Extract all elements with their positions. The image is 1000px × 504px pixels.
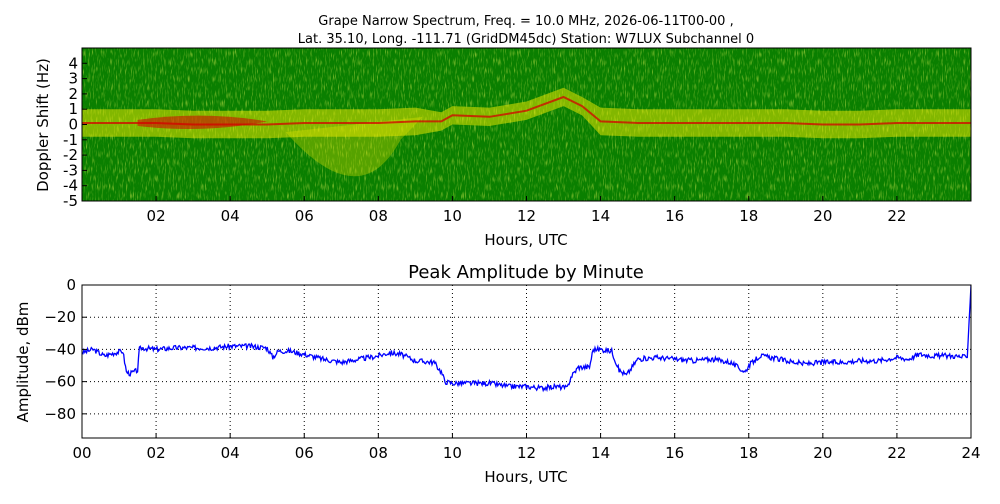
spectrogram-x-ticks: 02 04 06 08 10 12 14 16 18 20 22 <box>147 196 906 225</box>
spectrogram-x-tick-label: 16 <box>665 207 684 225</box>
spectrogram-x-tick-label: 02 <box>147 207 166 225</box>
spectrogram-x-tick-label: 10 <box>443 207 462 225</box>
amplitude-x-axis-label: Hours, UTC <box>484 468 567 486</box>
amplitude-y-tick-label: −60 <box>44 373 76 391</box>
spectrogram-x-tick-label: 22 <box>887 207 906 225</box>
amplitude-y-tick-label: −80 <box>44 405 76 423</box>
spectrogram-y-tick-label: 0 <box>68 116 78 134</box>
amplitude-chart-title: Peak Amplitude by Minute <box>408 262 644 283</box>
amplitude-y-tick-label: −20 <box>44 308 76 326</box>
spectrogram-x-axis-label: Hours, UTC <box>484 231 567 249</box>
amplitude-x-tick-label: 16 <box>665 444 684 462</box>
amplitude-x-tick-label: 04 <box>221 444 240 462</box>
spectrogram-x-tick-label: 08 <box>369 207 388 225</box>
amplitude-plot-area <box>82 285 971 393</box>
amplitude-x-tick-label: 18 <box>739 444 758 462</box>
spectrogram-y-tick-label: -3 <box>63 161 78 179</box>
amplitude-x-tick-label: 02 <box>147 444 166 462</box>
spectrogram-y-axis-label: Doppler Shift (Hz) <box>34 58 52 192</box>
signal-peak-region <box>137 115 268 129</box>
amplitude-x-tick-label: 10 <box>443 444 462 462</box>
spectrogram-x-tick-label: 04 <box>221 207 240 225</box>
amplitude-x-tick-label: 20 <box>813 444 832 462</box>
signal-spread-lobe <box>285 116 423 177</box>
spectrogram-plot-area <box>82 48 971 201</box>
spectrogram-y-tick-label: -4 <box>63 177 78 195</box>
signal-band <box>82 87 971 139</box>
figure-title-line2: Lat. 35.10, Long. -111.71 (GridDM45dc) S… <box>298 32 754 47</box>
amplitude-x-tick-label: 24 <box>961 444 980 462</box>
spectrogram-y-tick-label: -5 <box>63 192 78 210</box>
spectrogram-x-tick-label: 18 <box>739 207 758 225</box>
spectrogram-y-tick-label: 3 <box>68 70 78 88</box>
amplitude-x-tick-label: 06 <box>295 444 314 462</box>
spectrogram-features <box>82 87 971 177</box>
amplitude-y-tick-label: −40 <box>44 340 76 358</box>
amplitude-x-tick-label: 08 <box>369 444 388 462</box>
amplitude-y-tick-label: 0 <box>66 276 76 294</box>
amplitude-series-line <box>82 285 971 393</box>
figure-title-line1: Grape Narrow Spectrum, Freq. = 10.0 MHz,… <box>318 14 733 29</box>
amplitude-x-tick-label: 00 <box>72 444 91 462</box>
spectrogram-y-tick-label: -2 <box>63 146 78 164</box>
spectrogram-x-tick-label: 06 <box>295 207 314 225</box>
amplitude-x-tick-label: 14 <box>591 444 610 462</box>
amplitude-x-tick-label: 22 <box>887 444 906 462</box>
spectrogram-y-tick-label: 2 <box>68 85 78 103</box>
amplitude-x-ticks: 00 02 04 06 08 10 12 14 16 18 20 22 24 <box>72 433 981 462</box>
amplitude-y-axis-label: Amplitude, dBm <box>14 302 32 423</box>
doppler-center-trace <box>82 95 971 126</box>
spectrogram-x-tick-label: 20 <box>813 207 832 225</box>
amplitude-panel: Peak Amplitude by Minute 00 02 04 06 08 10 12 1… <box>14 262 981 486</box>
spectrogram-y-tick-label: 4 <box>68 54 78 72</box>
spectrogram-x-tick-label: 14 <box>591 207 610 225</box>
amplitude-grid <box>82 285 971 438</box>
amplitude-y-ticks: 0 −20 −40 −60 −80 <box>44 276 87 423</box>
spectrogram-y-tick-label: -1 <box>63 131 78 149</box>
amplitude-x-tick-label: 12 <box>517 444 536 462</box>
spectrogram-y-tick-label: 1 <box>68 100 78 118</box>
spectrogram-x-tick-label: 12 <box>517 207 536 225</box>
